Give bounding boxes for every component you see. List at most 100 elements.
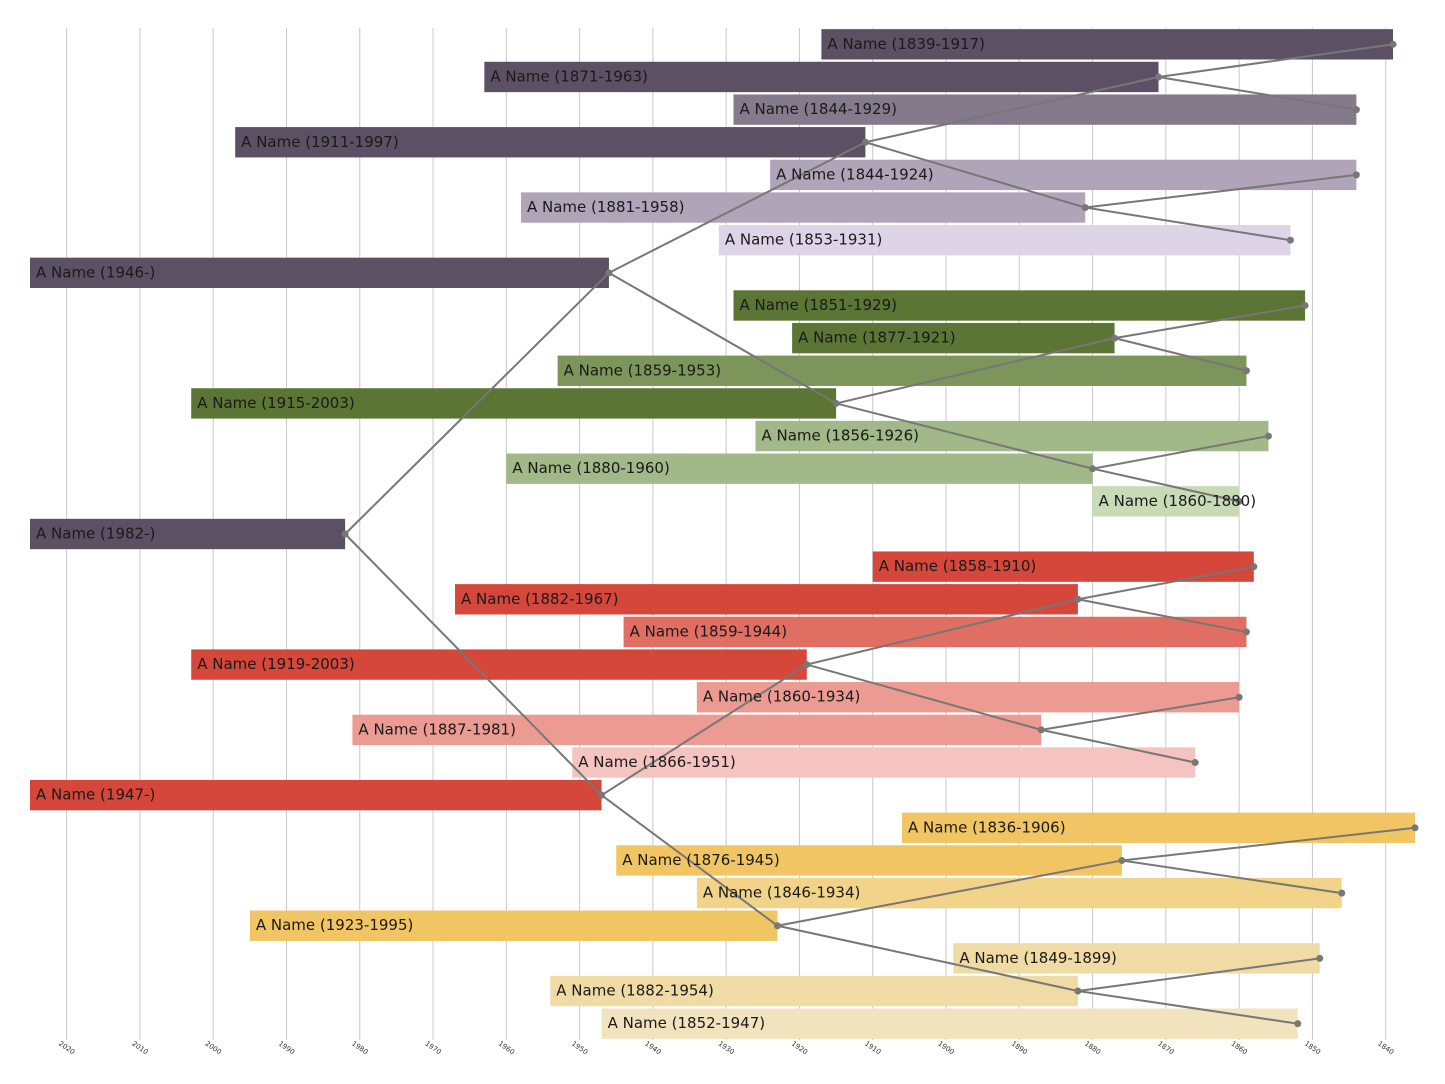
lifespan-bar xyxy=(30,257,609,289)
connector xyxy=(835,402,1093,470)
x-tick-label: 1890 xyxy=(1010,1040,1029,1057)
x-tick-label: 1920 xyxy=(790,1040,809,1057)
connector xyxy=(1077,565,1254,601)
birth-dot xyxy=(1242,628,1250,636)
x-tick-label: 1850 xyxy=(1303,1040,1322,1057)
birth-dot xyxy=(598,791,606,799)
person-label: A Name (1860-1880) xyxy=(1099,492,1257,510)
dots xyxy=(341,40,1419,1028)
connector xyxy=(1085,206,1291,242)
connector xyxy=(600,794,779,927)
birth-dot xyxy=(773,922,781,930)
lifespan-bar xyxy=(30,779,602,811)
lifespan-bar xyxy=(455,584,1078,615)
connector xyxy=(1158,75,1357,111)
x-tick-label: 2020 xyxy=(57,1040,76,1057)
person-label: A Name (1849-1899) xyxy=(959,949,1117,967)
person-label: A Name (1851-1929) xyxy=(739,296,897,314)
lifespan-bar xyxy=(733,290,1306,321)
birth-dot xyxy=(1316,954,1324,962)
connector xyxy=(865,75,1159,144)
connector xyxy=(608,141,866,274)
lifespan-bar xyxy=(821,29,1394,60)
lifespan-bar xyxy=(623,616,1247,648)
birth-dot xyxy=(1235,497,1243,505)
birth-dot xyxy=(1074,987,1082,995)
birth-dot xyxy=(1089,465,1097,473)
x-tick-label: 1870 xyxy=(1156,1040,1175,1057)
lifespan-bar xyxy=(1092,486,1240,517)
x-tick-label: 1910 xyxy=(863,1040,882,1057)
person-label: A Name (1846-1934) xyxy=(703,884,861,902)
person-label: A Name (1911-1997) xyxy=(241,133,399,151)
birth-dot xyxy=(1037,726,1045,734)
connector xyxy=(865,141,1086,209)
connector xyxy=(777,859,1123,927)
x-tick-label: 1940 xyxy=(643,1040,662,1057)
person-label: A Name (1982-) xyxy=(36,525,155,543)
person-label: A Name (1852-1947) xyxy=(608,1014,766,1032)
connector xyxy=(1114,337,1247,372)
connector xyxy=(1092,435,1269,470)
connector xyxy=(1077,957,1320,993)
lifespan-bar xyxy=(572,747,1196,778)
connector xyxy=(1085,173,1357,209)
connector xyxy=(608,271,837,405)
person-label: A Name (1859-1953) xyxy=(564,361,722,379)
person-label: A Name (1871-1963) xyxy=(490,67,648,85)
connector xyxy=(1077,598,1247,633)
person-label: A Name (1882-1954) xyxy=(556,982,714,1000)
birth-dot xyxy=(1235,693,1243,701)
lifespan-bar xyxy=(601,1008,1298,1039)
birth-dot xyxy=(1286,236,1294,244)
x-tick-label: 1950 xyxy=(570,1040,589,1057)
connectors xyxy=(344,43,1416,1025)
lifespan-bar xyxy=(191,649,807,680)
lifespan-bar xyxy=(792,322,1115,354)
lifespan-bar xyxy=(872,551,1254,582)
x-tick-label: 1840 xyxy=(1376,1040,1395,1057)
connector xyxy=(806,598,1079,666)
birth-dot xyxy=(1191,759,1199,767)
birth-dot xyxy=(1155,73,1163,81)
x-tick-label: 1980 xyxy=(350,1040,369,1057)
birth-dot xyxy=(1389,40,1397,48)
x-tick-label: 1990 xyxy=(277,1040,296,1057)
person-label: A Name (1919-2003) xyxy=(197,655,355,673)
x-tick-label: 1860 xyxy=(1230,1040,1249,1057)
person-label: A Name (1856-1926) xyxy=(761,427,919,445)
lifespan-bar xyxy=(733,94,1357,125)
person-label: A Name (1887-1981) xyxy=(358,720,516,738)
lifespan-bar xyxy=(249,910,778,941)
lifespan-bar xyxy=(191,388,837,419)
lifespan-bar xyxy=(550,975,1078,1007)
person-label: A Name (1853-1931) xyxy=(725,231,883,249)
x-tick-label: 1880 xyxy=(1083,1040,1102,1057)
x-tick-label: 1930 xyxy=(717,1040,736,1057)
connector xyxy=(1114,304,1306,340)
connector xyxy=(344,533,603,796)
person-label: A Name (1923-1995) xyxy=(256,916,414,934)
birth-dot xyxy=(803,661,811,669)
birth-dot xyxy=(1352,171,1360,179)
labels: A Name (1839-1917) A Name (1871-1963) A Na… xyxy=(36,35,1256,1032)
x-tick-label: 1960 xyxy=(497,1040,516,1057)
connector xyxy=(1041,728,1196,764)
birth-dot xyxy=(832,399,840,407)
lifespan-bar xyxy=(520,192,1086,223)
lifespan-bar xyxy=(718,225,1291,256)
lifespan-bar xyxy=(755,420,1269,452)
person-label: A Name (1877-1921) xyxy=(798,329,956,347)
birth-dot xyxy=(1111,334,1119,342)
lifespan-bar xyxy=(484,61,1159,93)
birth-dot xyxy=(1411,824,1419,832)
connector xyxy=(601,663,808,797)
x-tick-label: 1900 xyxy=(936,1040,955,1057)
lifespan-bar xyxy=(30,518,346,550)
lifespan-bar xyxy=(953,943,1320,974)
person-label: A Name (1844-1929) xyxy=(739,100,897,118)
birth-dot xyxy=(1250,563,1258,571)
birth-dot xyxy=(605,269,613,277)
birth-dot xyxy=(341,530,349,538)
person-label: A Name (1881-1958) xyxy=(527,198,685,216)
